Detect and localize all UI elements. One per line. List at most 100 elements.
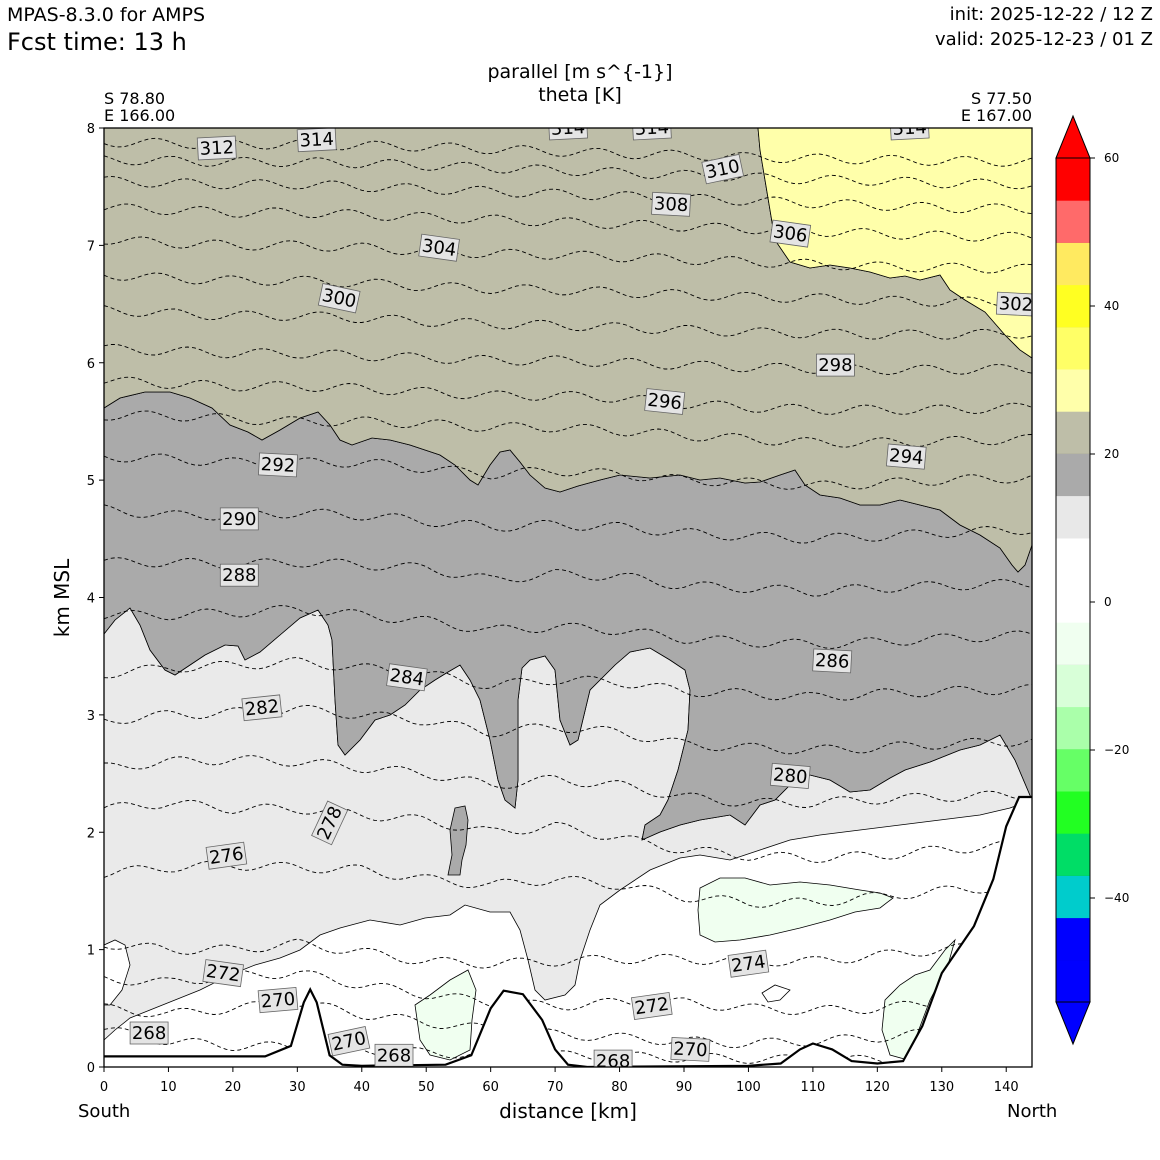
- x-tick-label: 40: [354, 1080, 371, 1095]
- x-tick-label: 140: [994, 1080, 1019, 1095]
- contour-label-text: 270: [673, 1039, 708, 1062]
- theta-line-288: [104, 557, 1032, 597]
- chart-title-theta: theta [K]: [538, 84, 622, 106]
- contour-label-300: 300: [317, 283, 361, 314]
- contour-label-text: 280: [772, 764, 808, 788]
- contour-label-text: 312: [199, 137, 234, 160]
- y-tick-label: 6: [87, 357, 95, 372]
- x-tick-label: 120: [865, 1080, 890, 1095]
- x-tick-label: 0: [100, 1080, 108, 1095]
- contour-label-286: 286: [812, 648, 853, 674]
- colorbar-frame: [1055, 157, 1091, 1003]
- contour-label-272: 272: [202, 959, 244, 988]
- contour-label-box: [418, 233, 460, 262]
- y-tick-label: 7: [87, 239, 95, 254]
- fill-region-white-left: [104, 939, 131, 1006]
- contour-label-304: 304: [418, 233, 460, 262]
- contour-label-text: 304: [421, 235, 458, 261]
- contour-label-312: 312: [196, 135, 237, 161]
- contour-label-298: 298: [816, 353, 855, 377]
- colorbar-over-arrow: [1055, 114, 1091, 159]
- colorbar-bin: [1056, 875, 1090, 919]
- contour-label-text: 308: [653, 193, 688, 216]
- contour-label-text: 284: [388, 665, 425, 691]
- contour-label-text: 302: [998, 293, 1033, 316]
- contour-label-box: [727, 949, 770, 978]
- contour-label-box: [196, 135, 237, 161]
- contour-label-box: [258, 452, 298, 478]
- theta-line-280: [104, 755, 1032, 808]
- theta-line-284: [104, 657, 1032, 701]
- contour-label-text: 298: [818, 355, 852, 376]
- left-lon: E 166.00: [104, 106, 176, 125]
- contour-label-text: 314: [299, 129, 334, 152]
- y-tick-label: 4: [87, 592, 95, 607]
- x-tick-label: 90: [676, 1080, 693, 1095]
- contour-label-314: 314: [631, 117, 672, 141]
- forecast-time: Fcst time: 13 h: [7, 28, 187, 56]
- contour-label-text: 268: [132, 1023, 166, 1044]
- colorbar-bin: [1056, 495, 1090, 539]
- model-name: MPAS-8.3.0 for AMPS: [7, 4, 206, 26]
- colorbar-bin: [1056, 791, 1090, 834]
- theta-line-268: [104, 1027, 1032, 1065]
- x-tick-label: 80: [611, 1080, 628, 1095]
- left-lat: S 78.80: [104, 89, 166, 108]
- contour-label-box: [885, 443, 927, 470]
- x-tick-label: 30: [289, 1080, 306, 1095]
- colorbar-tick-label: −40: [1104, 891, 1129, 905]
- init-time: init: 2025-12-22 / 12 Z: [949, 4, 1153, 25]
- contour-label-box: [241, 694, 283, 722]
- theta-line-272: [104, 970, 1032, 1016]
- x-tick-label: 60: [482, 1080, 499, 1095]
- theta-line-276: [104, 860, 1032, 908]
- terrain-layer: [104, 795, 1032, 1067]
- contour-label-box: [812, 648, 853, 674]
- contour-label-box: [631, 128, 672, 141]
- colorbar-bin: [1056, 158, 1090, 201]
- contour-label-280: 280: [769, 762, 811, 789]
- contour-label-text: 294: [888, 445, 924, 469]
- contour-label-text: 272: [205, 961, 242, 987]
- contour-label-268: 268: [129, 1021, 169, 1045]
- contour-label-box: [701, 153, 745, 185]
- contour-label-text: 282: [244, 696, 280, 720]
- contour-label-text: 268: [377, 1045, 411, 1066]
- contour-label-276: 276: [205, 841, 248, 870]
- contour-label-box: [317, 283, 361, 314]
- contour-label-box: [769, 762, 811, 789]
- x-axis: 0 10 20 30 40 50 60 70 80 90 100 110 120 130 140: [100, 1067, 1019, 1095]
- x-tick-label: 20: [225, 1080, 242, 1095]
- colorbar-under-arrow: [1055, 1001, 1091, 1046]
- contour-label-box: [548, 128, 588, 141]
- contour-label-270: 270: [670, 1037, 711, 1062]
- contour-label-box: [129, 1021, 169, 1045]
- terrain-fill: [104, 797, 1032, 1067]
- contour-label-box: [219, 563, 259, 587]
- x-end-south: South: [78, 1101, 131, 1122]
- colorbar-bin: [1056, 706, 1090, 750]
- y-tick-label: 1: [87, 944, 95, 959]
- contour-label-box: [995, 291, 1032, 317]
- contour-label-text: 292: [260, 454, 295, 477]
- x-tick-label: 10: [160, 1080, 177, 1095]
- contour-label-box: [670, 1037, 711, 1062]
- contour-label-box: [644, 388, 686, 415]
- colorbar-bin: [1056, 959, 1090, 1003]
- contour-label-288: 288: [219, 563, 259, 587]
- colorbar-bin: [1056, 326, 1090, 370]
- contour-label-box: [374, 1043, 414, 1067]
- contour-label-314: 314: [296, 128, 337, 153]
- contour-label-text: 288: [222, 565, 256, 586]
- colorbar-bin: [1056, 369, 1090, 412]
- terrain-line: [104, 795, 1032, 1067]
- colorbar-bin: [1056, 748, 1090, 792]
- contour-label-box: [386, 663, 428, 692]
- contour-label-text: 314: [634, 117, 669, 140]
- right-lat: S 77.50: [970, 89, 1032, 108]
- colorbar-tick-label: 40: [1104, 299, 1119, 313]
- contour-label-272: 272: [631, 992, 673, 1020]
- fill-region-grey-blob: [447, 805, 469, 876]
- contour-label-274: 274: [727, 949, 770, 978]
